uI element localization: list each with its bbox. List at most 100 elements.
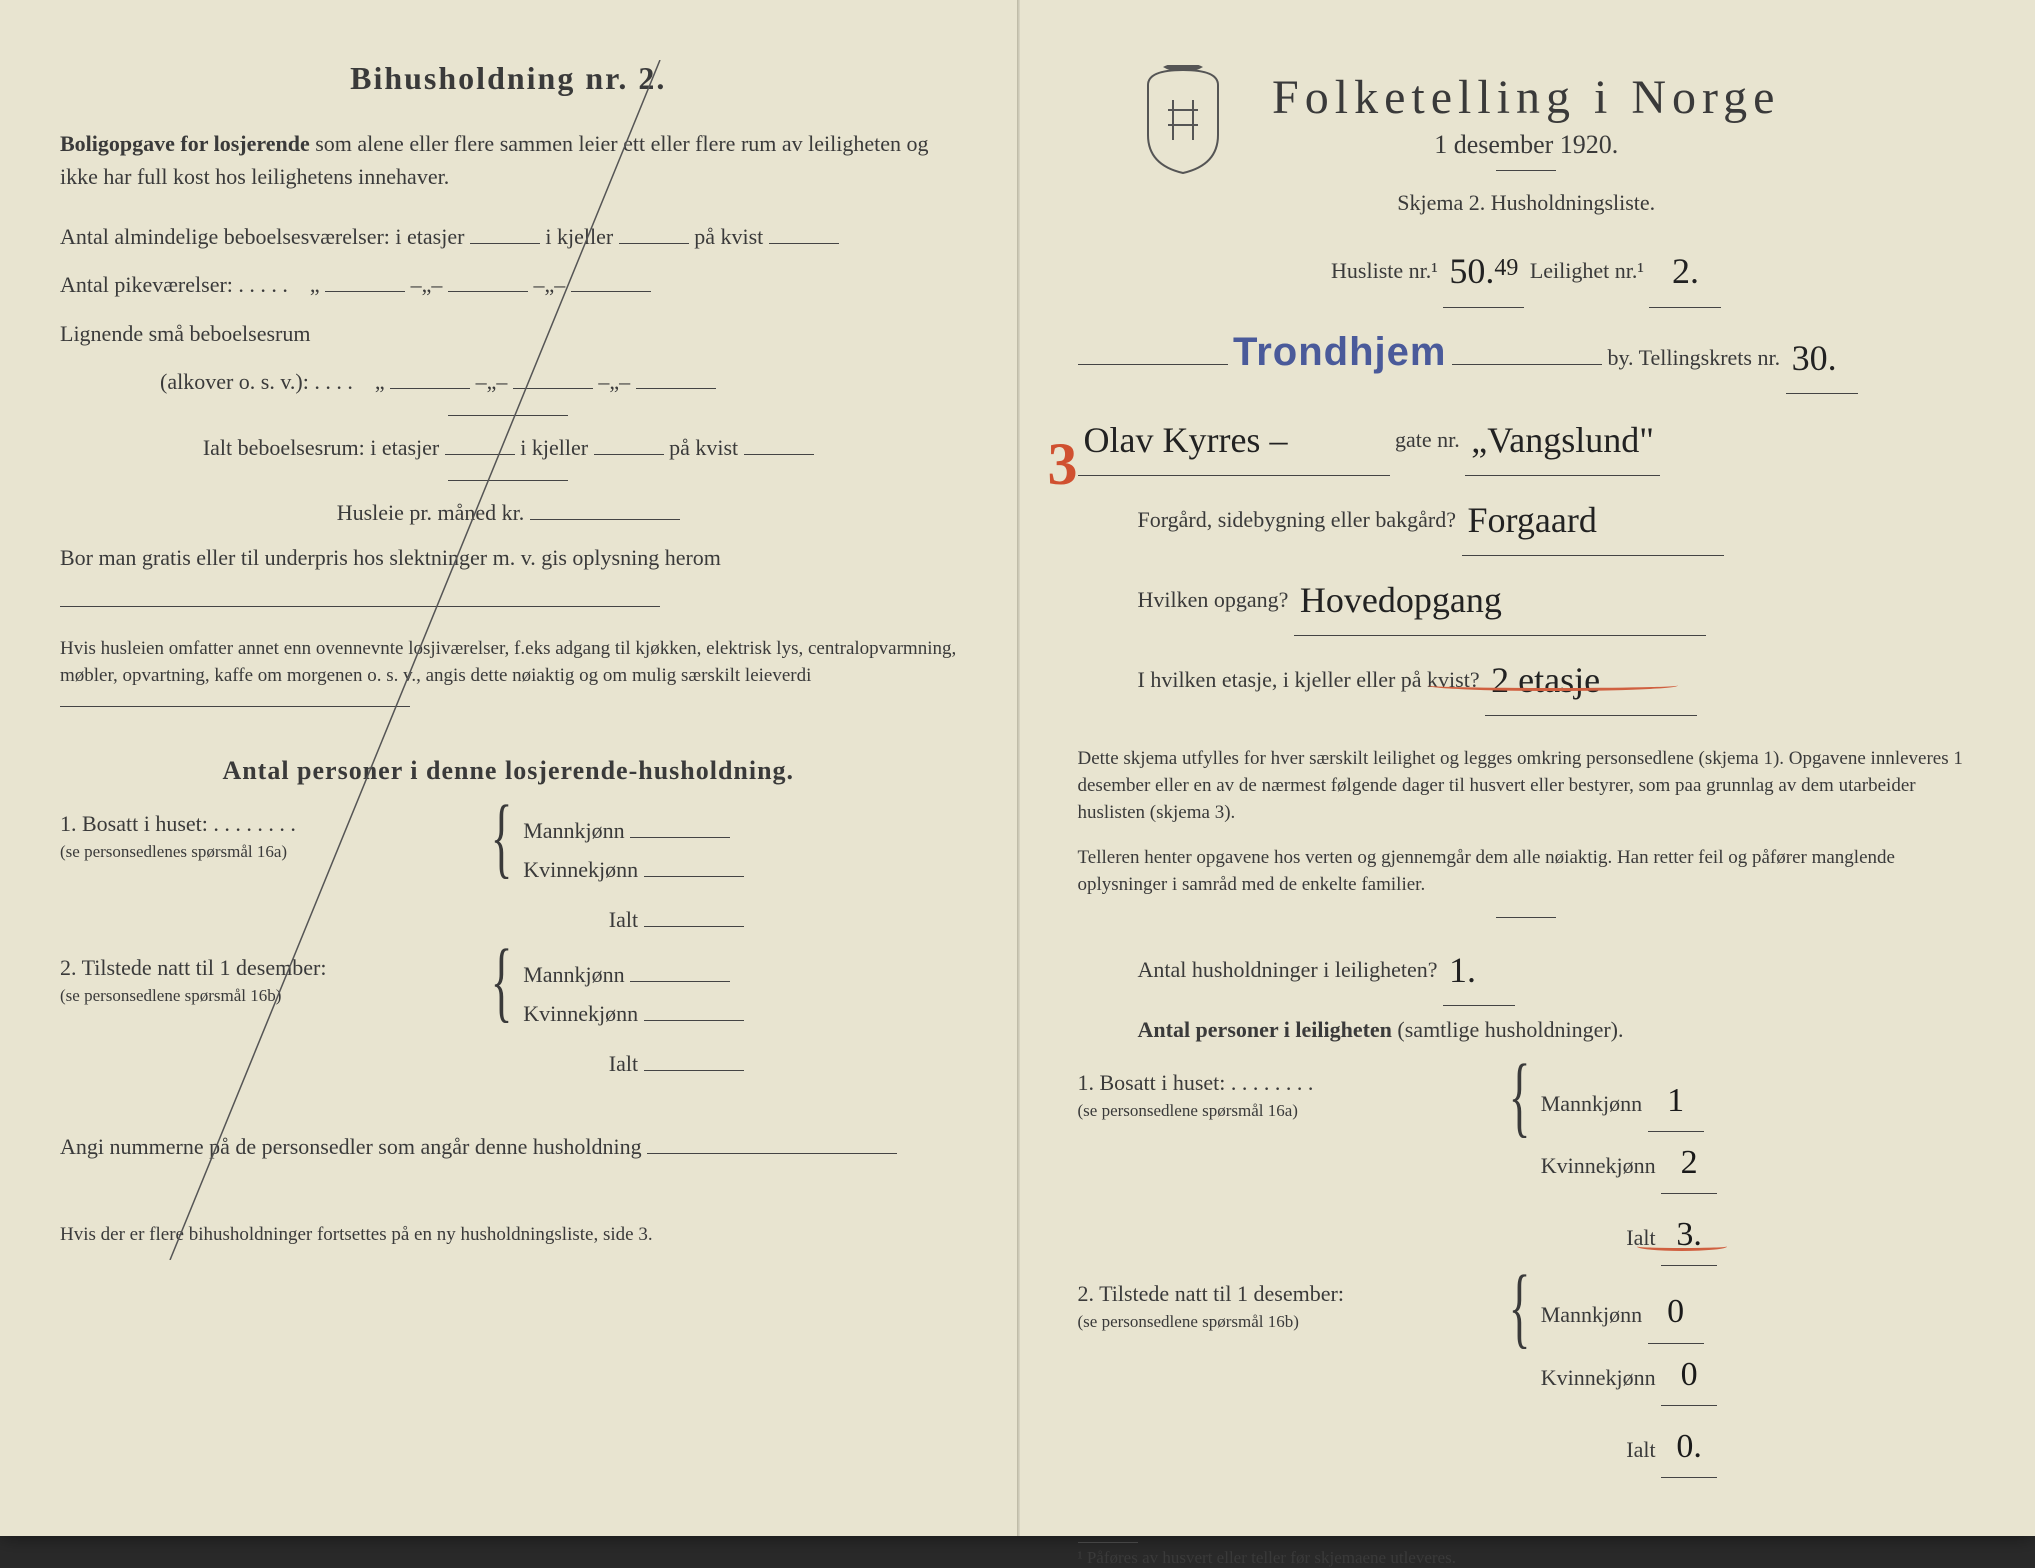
instructions-2: Telleren henter opgavene hos verten og g… (1078, 845, 1976, 898)
left-page: Bihusholdning nr. 2. Boligopgave for los… (0, 0, 1018, 1536)
rent-label: Husleie pr. måned kr. (337, 500, 525, 525)
skjema-line: Skjema 2. Husholdningsliste. (1078, 179, 1976, 227)
kvinne-label: Kvinnekjønn (523, 857, 638, 882)
ialt-label: Ialt (609, 907, 638, 932)
angi-line: Angi nummerne på de personsedler som ang… (60, 1123, 957, 1171)
r-bosatt-sub: (se personsedlene spørsmål 16a) (1078, 1101, 1298, 1120)
intro-text: Boligopgave for losjerende som alene ell… (60, 127, 957, 193)
ialt-label2: Ialt (609, 1051, 638, 1076)
divider3 (1496, 917, 1556, 918)
total-label: Ialt beboelsesrum: i etasjer (203, 435, 439, 460)
maid-room-line: Antal pikeværelser: . . . . . „ –„– –„– (60, 261, 957, 309)
city-line: Trondhjem by. Tellingskrets nr. 30. (1078, 308, 1976, 396)
left-title: Bihusholdning nr. 2. (60, 60, 957, 97)
similar-rooms-line: Lignende små beboelsesrum (60, 310, 957, 358)
r-mann-label: Mannkjønn (1541, 1091, 1642, 1116)
r-ialt-label2: Ialt (1626, 1437, 1655, 1462)
leilighet-value: 2. (1672, 232, 1699, 311)
forgard-label: Forgård, sidebygning eller bakgård? (1138, 507, 1457, 532)
right-count-1: 1. Bosatt i huset: . . . . . . . . (se p… (1078, 1070, 1976, 1267)
husliste-label: Husliste nr.¹ (1331, 258, 1438, 283)
antal-hush-label: Antal husholdninger i leiligheten? (1138, 957, 1438, 982)
gate-label: gate nr. (1395, 427, 1460, 452)
opgang-line: Hvilken opgang? Hovedopgang (1138, 556, 1976, 636)
bosatt-label: 1. Bosatt i huset: . . . . . . . . (60, 811, 296, 836)
r-kvinne-label2: Kvinnekjønn (1541, 1365, 1656, 1390)
title-divider (1496, 170, 1556, 171)
left-count-2: 2. Tilstede natt til 1 desember: (se per… (60, 955, 957, 1084)
r-bosatt-label: 1. Bosatt i huset: . . . . . . . . (1078, 1070, 1314, 1095)
total-rooms-line: Ialt beboelsesrum: i etasjer i kjeller p… (60, 424, 957, 472)
r-kvinne-label: Kvinnekjønn (1541, 1153, 1656, 1178)
brace-icon: { (491, 811, 513, 865)
krets-value: 30. (1792, 319, 1837, 398)
rent-line: Husleie pr. måned kr. (60, 489, 957, 537)
extra-note: Hvis husleien omfatter annet enn ovennev… (60, 636, 957, 716)
husliste-line: Husliste nr.¹ 50.49 Leilighet nr.¹ 2. (1078, 227, 1976, 307)
etasje-label: I hvilken etasje, i kjeller eller på kvi… (1138, 667, 1480, 692)
mann-label2: Mannkjønn (523, 962, 624, 987)
alkover-line: (alkover o. s. v.): . . . . „ –„– –„– (160, 358, 957, 406)
tilstede-label: 2. Tilstede natt til 1 desember: (60, 955, 326, 980)
kvinne-label2: Kvinnekjønn (523, 1001, 638, 1026)
r-tilstede-sub: (se personsedlene spørsmål 16b) (1078, 1312, 1299, 1331)
opgang-label: Hvilken opgang? (1138, 587, 1289, 612)
angi-label: Angi nummerne på de personsedler som ang… (60, 1134, 642, 1159)
extra-text: Hvis husleien omfatter annet enn ovennev… (60, 638, 956, 686)
r-mann-label2: Mannkjønn (1541, 1302, 1642, 1327)
maid-label: Antal pikeværelser: . . . . . (60, 272, 288, 297)
brace-icon3: { (1508, 1070, 1530, 1124)
husliste-value2: 49 (1494, 242, 1518, 295)
r2-ialt-val: 0. (1661, 1416, 1717, 1478)
right-count-2: 2. Tilstede natt til 1 desember: (se per… (1078, 1281, 1976, 1478)
city-stamp: Trondhjem (1233, 330, 1446, 374)
instructions-1: Dette skjema utfylles for hver særskilt … (1078, 746, 1976, 826)
etasje-line: I hvilken etasje, i kjeller eller på kvi… (1138, 636, 1976, 716)
persons-subtitle: Antal personer i denne losjerende-hushol… (60, 756, 957, 786)
cellar-label2: i kjeller (520, 435, 588, 460)
intro-bold: Boligopgave for losjerende (60, 131, 310, 156)
gate-value: „Vangslund" (1471, 401, 1654, 480)
mann-label: Mannkjønn (523, 818, 624, 843)
divider2 (448, 480, 568, 481)
cellar-label: i kjeller (545, 224, 613, 249)
attic-label2: på kvist (669, 435, 738, 460)
bosatt-sub: (se personsedlenes spørsmål 16a) (60, 842, 287, 861)
tilstede-sub: (se personsedlene spørsmål 16b) (60, 986, 281, 1005)
left-footer: Hvis der er flere bihusholdninger fortse… (60, 1222, 957, 1249)
r2-mann-val: 0 (1648, 1281, 1704, 1343)
street-value: Olav Kyrres – (1084, 401, 1288, 480)
left-count-1: 1. Bosatt i huset: . . . . . . . . (se p… (60, 811, 957, 940)
right-page: Folketelling i Norge 1 desember 1920. Sk… (1018, 0, 2035, 1536)
antal-pers-rest: (samtlige husholdninger). (1397, 1017, 1623, 1042)
antal-hush-value: 1. (1449, 931, 1476, 1010)
free-label: Bor man gratis eller til underpris hos s… (60, 545, 721, 570)
by-label: by. Tellingskrets nr. (1607, 345, 1780, 370)
brace-icon4: { (1508, 1281, 1530, 1335)
antal-hush-line: Antal husholdninger i leiligheten? 1. (1138, 926, 1976, 1006)
street-line: Olav Kyrres – gate nr. „Vangslund" (1078, 396, 1976, 476)
r2-kvinne-val: 0 (1661, 1344, 1717, 1406)
divider (448, 415, 568, 416)
rooms-line: Antal almindelige beboelsesværelser: i e… (60, 213, 957, 261)
forgard-value: Forgaard (1468, 481, 1597, 560)
brace-icon2: { (491, 955, 513, 1009)
alkover-label: (alkover o. s. v.): . . . . (160, 369, 353, 394)
leilighet-label: Leilighet nr.¹ (1530, 258, 1644, 283)
forgard-line: Forgård, sidebygning eller bakgård? Forg… (1138, 476, 1976, 556)
attic-label: på kvist (694, 224, 763, 249)
antal-pers-bold: Antal personer i leiligheten (1138, 1017, 1392, 1042)
husliste-value: 50. (1449, 232, 1494, 311)
r1-mann-val: 1 (1648, 1070, 1704, 1132)
footnote-text: ¹ Påføres av husvert eller teller før sk… (1078, 1548, 1456, 1567)
r-tilstede-label: 2. Tilstede natt til 1 desember: (1078, 1281, 1344, 1306)
free-rent-line: Bor man gratis eller til underpris hos s… (60, 537, 957, 621)
r1-ialt-val: 3. (1661, 1204, 1717, 1266)
red-annotation: 3 (1048, 430, 1078, 499)
r1-kvinne-val: 2 (1661, 1132, 1717, 1194)
rooms-label: Antal almindelige beboelsesværelser: i e… (60, 224, 464, 249)
coat-of-arms-icon (1138, 65, 1228, 175)
antal-pers-head: Antal personer i leiligheten (samtlige h… (1138, 1006, 1976, 1054)
census-document: Bihusholdning nr. 2. Boligopgave for los… (0, 0, 2035, 1536)
opgang-value: Hovedopgang (1300, 561, 1502, 640)
